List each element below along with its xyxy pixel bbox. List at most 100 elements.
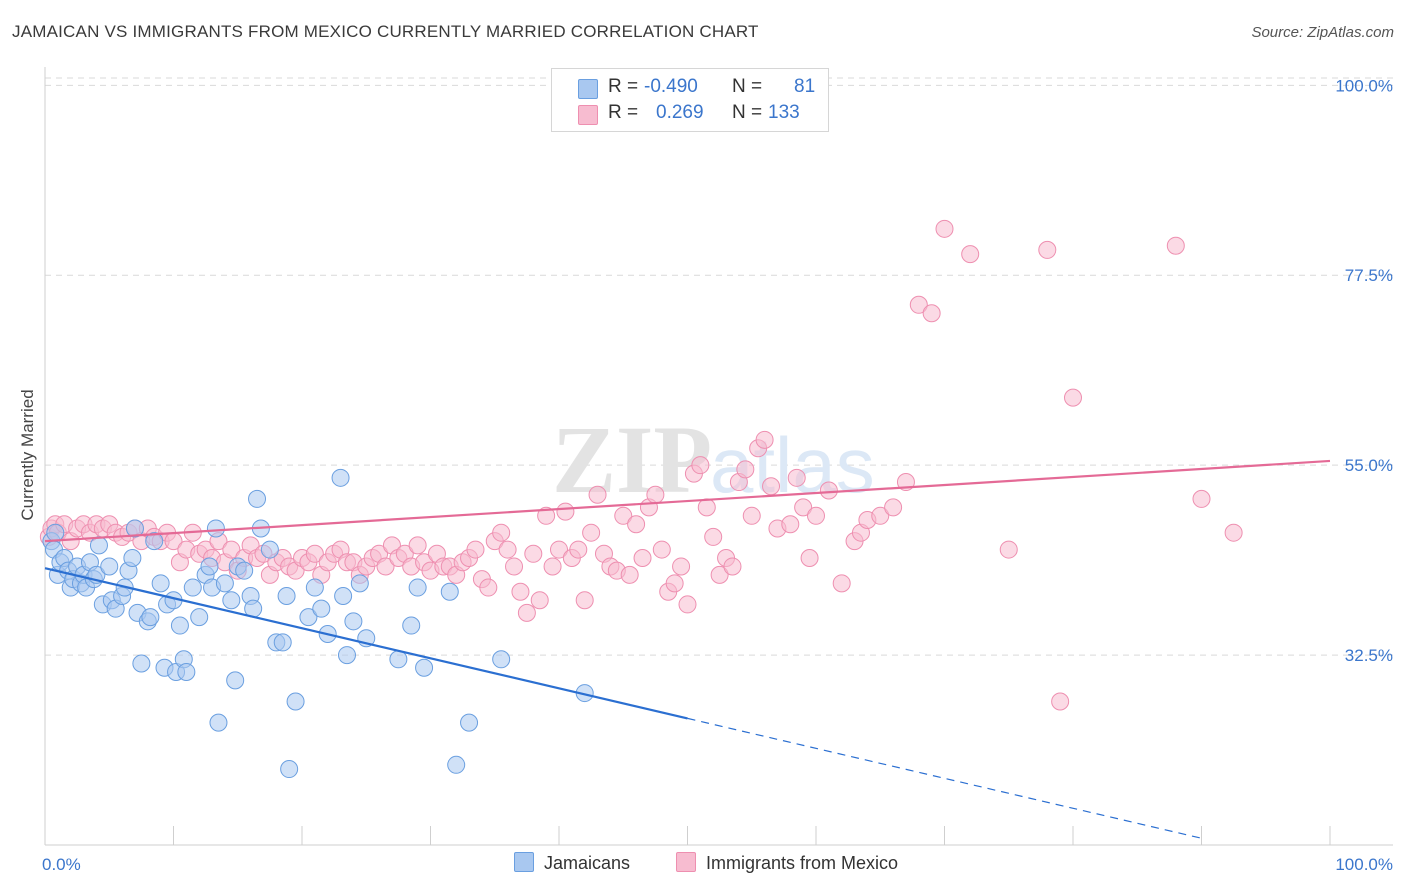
data-point: [582, 523, 601, 542]
data-point: [200, 557, 219, 576]
data-point: [505, 557, 524, 576]
legend-n-label: N =: [732, 76, 763, 97]
data-point: [511, 582, 530, 601]
data-point: [710, 565, 729, 584]
data-point: [678, 595, 697, 614]
data-point: [466, 540, 485, 559]
x-tick-label-100: 100.0%: [1335, 855, 1393, 874]
data-point: [517, 603, 536, 622]
data-point: [646, 485, 665, 504]
data-point: [755, 430, 774, 449]
data-point: [177, 662, 196, 681]
data-point: [222, 540, 241, 559]
data-point: [530, 591, 549, 610]
data-point: [543, 557, 562, 576]
legend-r-label: R =: [608, 102, 639, 123]
legend-n-value: 81: [794, 76, 816, 97]
data-point: [909, 295, 928, 314]
data-point: [781, 515, 800, 534]
chart-title: JAMAICAN VS IMMIGRANTS FROM MEXICO CURRE…: [12, 22, 759, 41]
data-point: [235, 561, 254, 580]
data-point: [620, 565, 639, 584]
data-point: [787, 468, 806, 487]
data-point: [627, 515, 646, 534]
data-point: [447, 755, 466, 774]
data-point: [132, 654, 151, 673]
data-point: [260, 540, 279, 559]
data-point: [665, 574, 684, 593]
trend-line-jamaicans: [44, 567, 688, 720]
watermark-zip: ZIP: [552, 406, 712, 513]
y-tick-label: 32.5%: [1345, 646, 1393, 665]
data-point: [280, 760, 299, 779]
data-point: [588, 485, 607, 504]
data-point: [226, 671, 245, 690]
y-tick-label: 77.5%: [1345, 266, 1393, 285]
data-point: [415, 658, 434, 677]
y-axis-tick-labels: 32.5% 55.0% 77.5% 100.0%: [1335, 76, 1393, 665]
source-note: Source: ZipAtlas.com: [1251, 24, 1394, 41]
data-point: [884, 498, 903, 517]
data-point: [961, 245, 980, 264]
data-point: [460, 713, 479, 732]
data-point: [569, 540, 588, 559]
data-point: [1166, 236, 1185, 255]
data-point: [537, 506, 556, 525]
data-point: [408, 536, 427, 555]
data-point: [215, 574, 234, 593]
data-point: [389, 650, 408, 669]
data-point: [800, 549, 819, 568]
data-point: [299, 608, 318, 627]
data-point: [633, 549, 652, 568]
legend-r-value: 0.269: [656, 102, 704, 123]
data-point: [556, 502, 575, 521]
legend-r-value: -0.490: [644, 76, 698, 97]
data-point: [524, 544, 543, 563]
legend-r-label: R =: [608, 76, 639, 97]
data-point: [672, 557, 691, 576]
trend-lines: [44, 459, 1331, 839]
data-point: [794, 498, 813, 517]
data-point: [331, 468, 350, 487]
trend-line-mexico: [44, 459, 1331, 543]
legend-label-mexico: Immigrants from Mexico: [706, 853, 899, 873]
data-point: [819, 481, 838, 500]
data-point: [248, 489, 267, 508]
data-point: [1064, 388, 1082, 407]
data-point: [492, 523, 511, 542]
data-point: [209, 713, 228, 732]
data-point: [190, 608, 209, 627]
data-point: [183, 578, 202, 597]
y-tick-label: 55.0%: [1345, 456, 1393, 475]
data-point: [723, 557, 742, 576]
data-point: [89, 536, 108, 555]
data-point: [206, 519, 225, 538]
data-point: [704, 527, 723, 546]
data-point: [832, 574, 851, 593]
legend-n-label: N =: [732, 102, 763, 123]
x-axis-tick-labels: 0.0% 100.0%: [42, 855, 1393, 874]
data-point: [408, 578, 427, 597]
data-point: [492, 650, 511, 669]
data-point: [141, 608, 160, 627]
data-point: [807, 506, 825, 525]
data-point: [498, 540, 517, 559]
legend-swatch-jamaicans: [578, 79, 598, 99]
legend-swatch-mexico: [578, 105, 598, 125]
watermark-atlas: atlas: [710, 421, 875, 509]
data-point: [697, 498, 716, 517]
data-point: [922, 304, 941, 323]
data-point: [46, 523, 65, 542]
data-point: [286, 692, 305, 711]
data-point: [145, 532, 164, 551]
legend-swatch-jamaicans: [514, 852, 534, 872]
bottom-legend-mexico: Immigrants from Mexico: [676, 852, 898, 874]
data-point: [337, 646, 356, 665]
data-point: [550, 540, 568, 559]
x-tick-label-0: 0.0%: [42, 855, 81, 874]
data-point: [312, 599, 331, 618]
data-point: [1038, 240, 1057, 259]
data-point: [652, 540, 671, 559]
legend-label-jamaicans: Jamaicans: [544, 853, 631, 873]
